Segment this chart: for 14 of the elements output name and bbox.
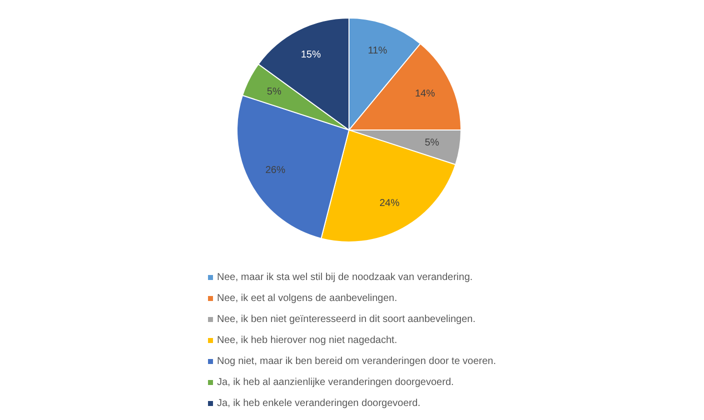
legend-label: Nee, maar ik sta wel stil bij de noodzaak van verandering. <box>216 271 473 285</box>
data-label: 5% <box>266 86 282 98</box>
data-label: 11% <box>368 45 388 56</box>
data-label: 24% <box>379 198 400 210</box>
legend-label: Ja, ik heb al aanzienlijke veranderingen doorgevoerd. <box>216 376 454 390</box>
data-label: 15% <box>300 50 321 61</box>
legend-label: Nee, ik ben niet geïnteresseerd in dit soort aanbevelingen. <box>216 313 476 327</box>
legend-label: Nee, ik heb hierover nog niet nagedacht. <box>216 334 398 348</box>
data-label: 26% <box>265 164 286 176</box>
data-label: 14% <box>415 88 436 100</box>
legend-label: Nee, ik eet al volgens de aanbevelingen. <box>216 292 398 306</box>
legend-label: Ja, ik heb enkele veranderingen doorgevoerd. <box>216 397 420 411</box>
data-label: 5% <box>424 138 440 149</box>
legend-label: Nog niet, maar ik ben bereid om veranderingen door te voeren. <box>216 355 496 369</box>
